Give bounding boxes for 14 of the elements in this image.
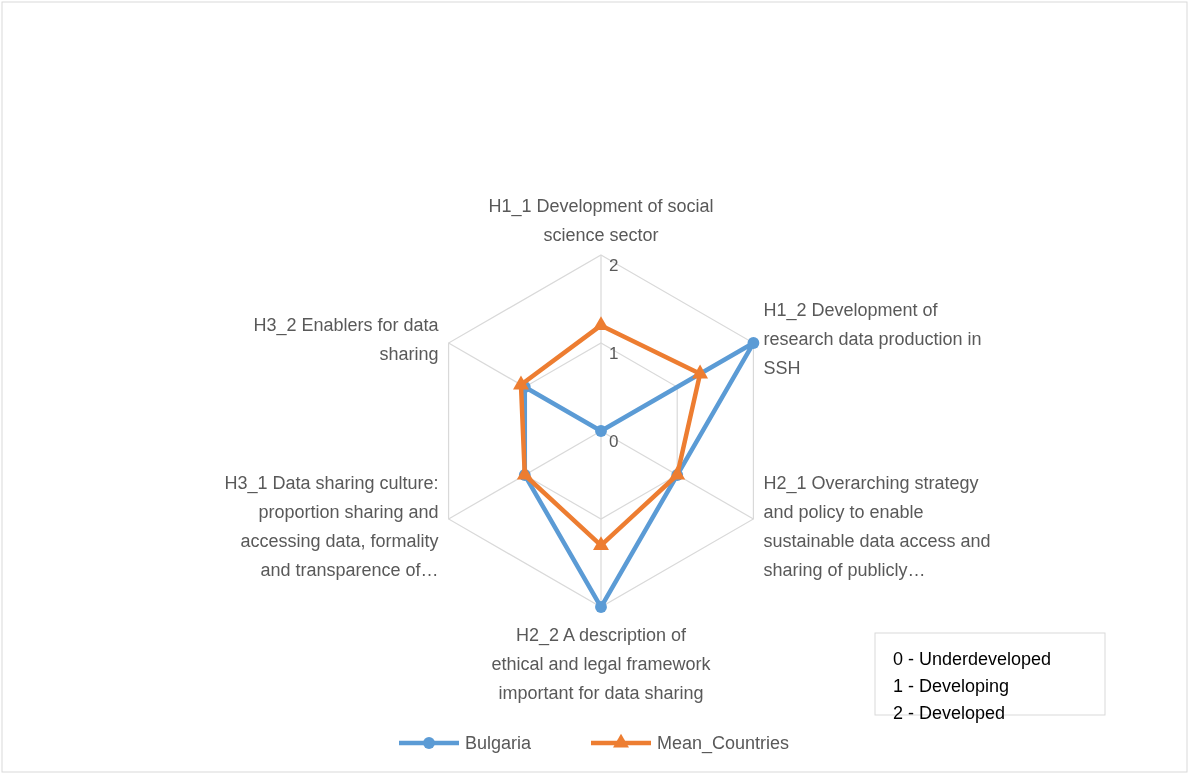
- spoke-label: H1_2 Development of research data production in SSH: [763, 300, 982, 378]
- text: 0 - Underdeveloped: [893, 649, 1052, 670]
- spoke-label: H3_2 Enablers for data sharing: [253, 314, 440, 364]
- text: 2 - Developed: [893, 703, 1006, 724]
- spoke-label: H1_1 Development of social science sector: [488, 196, 714, 245]
- y-tick-label: 2: [609, 256, 619, 276]
- legend-label: Bulgaria: [465, 733, 533, 754]
- y-tick-label: 0: [609, 432, 619, 452]
- legend-label: Mean_Countries: [657, 733, 790, 755]
- spoke-label: H2_2 A description of ethical and legal framework important for data sharing: [491, 625, 712, 703]
- spoke-label: H3_1 Data sharing culture: proportion sharing and accessing data, formality and transparence of…: [224, 472, 439, 580]
- text: 1 - Developing: [893, 676, 1010, 697]
- y-tick-label: 1: [609, 344, 619, 364]
- spoke-label: H2_1 Overarching strategy and policy to enable sustainable data access and sharing of publicly…: [763, 472, 991, 580]
